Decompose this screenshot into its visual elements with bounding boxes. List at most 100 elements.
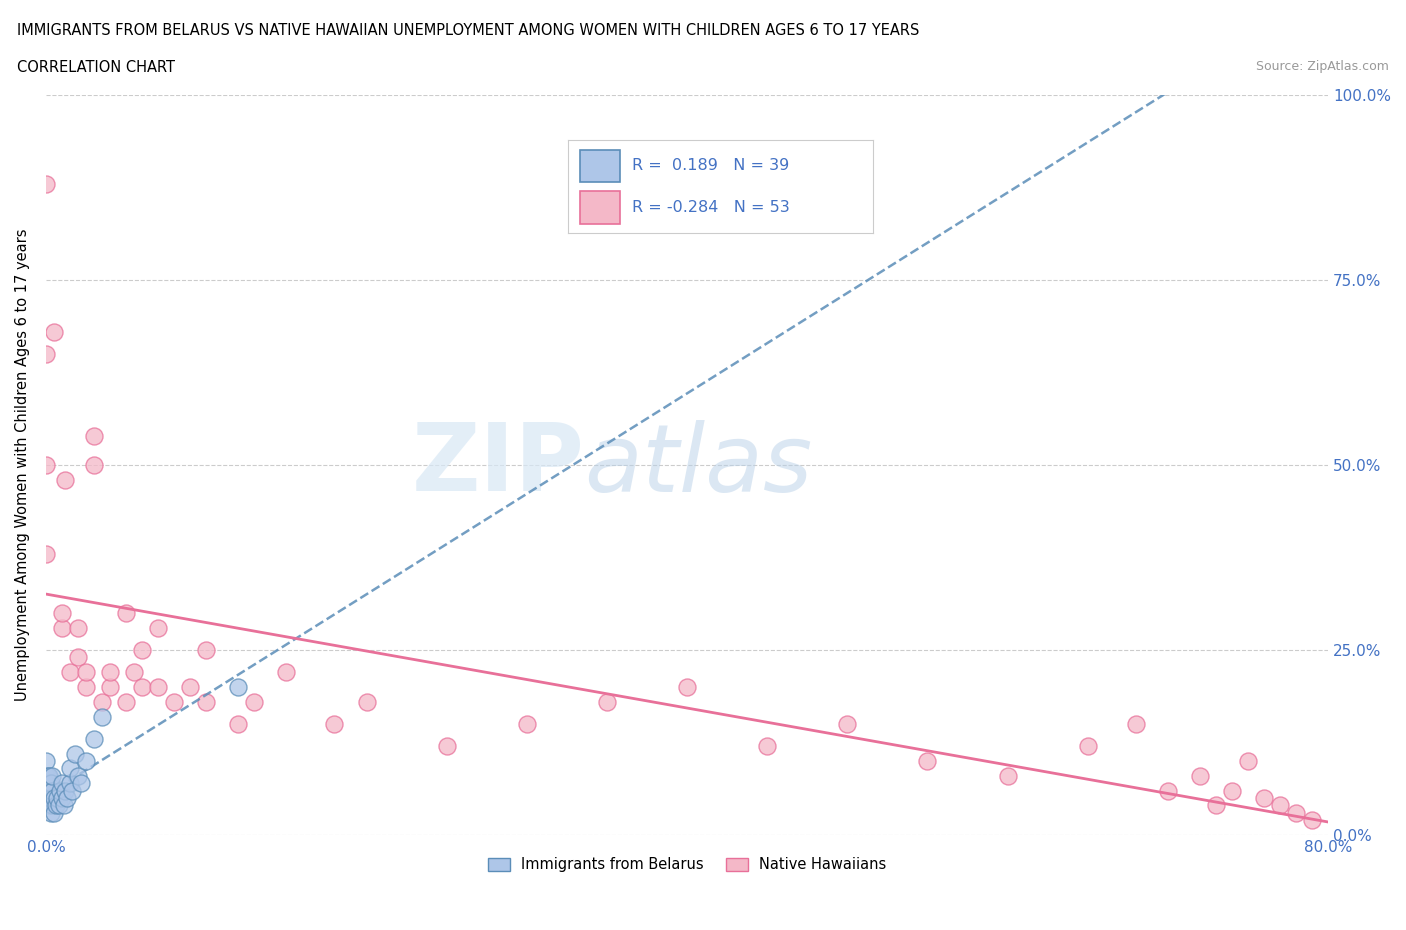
FancyBboxPatch shape — [581, 192, 620, 224]
Point — [146, 620, 169, 635]
Point — [39, 805, 62, 820]
Point — [226, 717, 249, 732]
Point — [70, 776, 93, 790]
Point — [38, 783, 60, 798]
Point — [53, 472, 76, 487]
Point — [1220, 783, 1243, 798]
Point — [37, 798, 59, 813]
Point — [179, 680, 201, 695]
Point — [91, 695, 114, 710]
Point — [48, 798, 70, 813]
Point — [1285, 805, 1308, 820]
Point — [41, 783, 63, 798]
Point — [49, 783, 72, 798]
Point — [35, 776, 58, 790]
Point — [1237, 753, 1260, 768]
Point — [66, 768, 89, 783]
Y-axis label: Unemployment Among Women with Children Ages 6 to 17 years: Unemployment Among Women with Children A… — [15, 229, 30, 701]
Point — [51, 620, 73, 635]
Point — [35, 177, 58, 192]
Point — [83, 428, 105, 443]
Point — [115, 695, 138, 710]
Point — [98, 665, 121, 680]
Point — [51, 605, 73, 620]
Point — [163, 695, 186, 710]
Legend: Immigrants from Belarus, Native Hawaiians: Immigrants from Belarus, Native Hawaiian… — [481, 850, 894, 880]
Point — [1205, 798, 1227, 813]
Point — [997, 768, 1019, 783]
Point — [35, 458, 58, 472]
Point — [66, 650, 89, 665]
Point — [837, 717, 859, 732]
FancyBboxPatch shape — [581, 150, 620, 182]
Point — [323, 717, 346, 732]
Point — [131, 680, 153, 695]
Point — [41, 768, 63, 783]
Point — [596, 695, 619, 710]
Point — [1268, 798, 1291, 813]
Point — [42, 805, 65, 820]
Point — [39, 790, 62, 805]
Point — [75, 665, 97, 680]
Point — [276, 665, 298, 680]
Point — [59, 665, 82, 680]
Point — [195, 643, 218, 658]
Point — [756, 738, 779, 753]
Point — [60, 783, 83, 798]
Point — [59, 776, 82, 790]
Point — [35, 547, 58, 562]
Point — [59, 761, 82, 776]
Point — [676, 680, 699, 695]
Point — [37, 783, 59, 798]
Point — [38, 798, 60, 813]
Point — [41, 798, 63, 813]
Point — [35, 790, 58, 805]
Point — [83, 731, 105, 746]
Point — [1157, 783, 1180, 798]
Text: IMMIGRANTS FROM BELARUS VS NATIVE HAWAIIAN UNEMPLOYMENT AMONG WOMEN WITH CHILDRE: IMMIGRANTS FROM BELARUS VS NATIVE HAWAII… — [17, 23, 920, 38]
Text: ZIP: ZIP — [412, 419, 585, 512]
Point — [66, 620, 89, 635]
Point — [35, 783, 58, 798]
Point — [1253, 790, 1275, 805]
Point — [35, 347, 58, 362]
Point — [98, 680, 121, 695]
Point — [35, 753, 58, 768]
Point — [46, 790, 69, 805]
Point — [37, 768, 59, 783]
Point — [51, 776, 73, 790]
Point — [243, 695, 266, 710]
Point — [356, 695, 378, 710]
Text: R = -0.284   N = 53: R = -0.284 N = 53 — [633, 200, 790, 215]
Point — [91, 710, 114, 724]
Point — [51, 790, 73, 805]
Text: Source: ZipAtlas.com: Source: ZipAtlas.com — [1256, 60, 1389, 73]
Point — [75, 680, 97, 695]
Point — [115, 605, 138, 620]
Point — [45, 798, 67, 813]
Point — [436, 738, 458, 753]
Point — [42, 790, 65, 805]
Point — [226, 680, 249, 695]
Point — [83, 458, 105, 472]
Point — [122, 665, 145, 680]
Point — [917, 753, 939, 768]
Point — [146, 680, 169, 695]
Point — [63, 746, 86, 761]
Point — [39, 776, 62, 790]
Point — [52, 798, 75, 813]
Point — [42, 325, 65, 339]
Text: R =  0.189   N = 39: R = 0.189 N = 39 — [633, 158, 789, 173]
Point — [35, 768, 58, 783]
Text: atlas: atlas — [585, 419, 813, 511]
Point — [1301, 813, 1323, 828]
Point — [38, 768, 60, 783]
Text: CORRELATION CHART: CORRELATION CHART — [17, 60, 174, 75]
Point — [516, 717, 538, 732]
Point — [75, 753, 97, 768]
Point — [131, 643, 153, 658]
Point — [35, 798, 58, 813]
Point — [1188, 768, 1211, 783]
Point — [1125, 717, 1147, 732]
Point — [1077, 738, 1099, 753]
